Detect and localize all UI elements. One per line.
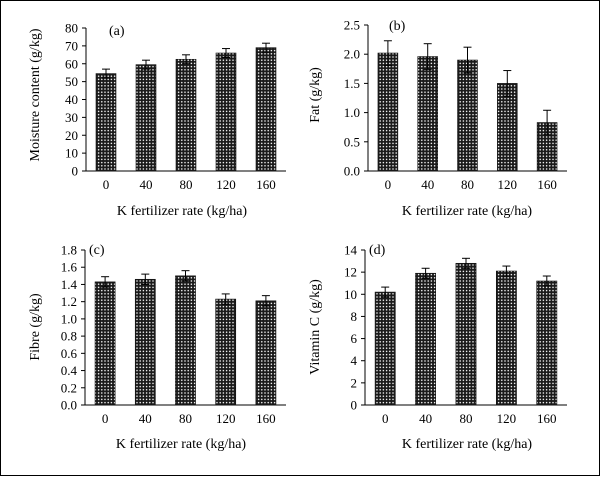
bar bbox=[536, 280, 558, 406]
x-tick-label: 0 bbox=[385, 177, 392, 192]
panel-a: (a) K fertilizer rate (kg/ha) Moisture c… bbox=[28, 21, 286, 219]
y-tick-label: 2 bbox=[351, 375, 358, 390]
y-axis-title: Fibre (g/kg) bbox=[28, 293, 43, 361]
x-tick-label: 160 bbox=[256, 177, 276, 192]
x-tick-label: 80 bbox=[461, 177, 474, 192]
y-tick-label: 2.0 bbox=[344, 47, 360, 62]
x-tick-label: 80 bbox=[460, 411, 473, 426]
y-tick-label: 20 bbox=[65, 128, 78, 143]
y-axis-title: Fat (g/kg) bbox=[308, 67, 323, 123]
bar bbox=[255, 300, 277, 406]
x-tick-label: 40 bbox=[419, 411, 432, 426]
y-tick-label: 60 bbox=[65, 56, 78, 71]
y-tick-label: 80 bbox=[65, 21, 78, 36]
y-tick-label: 4 bbox=[351, 353, 358, 368]
panel-label: (a) bbox=[109, 24, 125, 39]
x-tick-label: 120 bbox=[497, 411, 517, 426]
bar bbox=[215, 52, 237, 172]
panel-label: (c) bbox=[89, 243, 105, 258]
y-tick-label: 1.0 bbox=[344, 105, 360, 120]
y-tick-label: 0.0 bbox=[344, 164, 360, 179]
y-tick-label: 30 bbox=[65, 110, 78, 125]
bar bbox=[94, 281, 116, 406]
x-axis-title: K fertilizer rate (kg/ha) bbox=[402, 437, 533, 452]
x-tick-label: 40 bbox=[140, 177, 153, 192]
x-tick-label: 0 bbox=[382, 411, 389, 426]
y-tick-label: 8 bbox=[351, 309, 358, 324]
y-axis-title: Vitamin C (g/kg) bbox=[308, 279, 323, 375]
x-tick-label: 80 bbox=[179, 411, 192, 426]
x-tick-label: 120 bbox=[216, 411, 236, 426]
panel-label: (d) bbox=[369, 243, 386, 258]
y-axis-title: Moisture content (g/kg) bbox=[28, 28, 43, 161]
bar bbox=[95, 73, 117, 172]
x-tick-label: 160 bbox=[537, 177, 557, 192]
x-tick-label: 0 bbox=[102, 411, 109, 426]
x-tick-label: 120 bbox=[498, 177, 518, 192]
x-tick-label: 120 bbox=[216, 177, 236, 192]
y-tick-label: 0 bbox=[351, 398, 358, 413]
panel-b: (b) K fertilizer rate (kg/ha) Fat (g/kg)… bbox=[308, 18, 567, 219]
x-tick-label: 80 bbox=[180, 177, 193, 192]
y-tick-label: 10 bbox=[344, 287, 357, 302]
y-tick-label: 14 bbox=[344, 243, 358, 258]
x-axis-title: K fertilizer rate (kg/ha) bbox=[402, 204, 533, 219]
bar bbox=[255, 47, 277, 172]
bar bbox=[455, 262, 477, 406]
y-tick-label: 1.6 bbox=[61, 260, 78, 275]
y-tick-label: 1.4 bbox=[61, 277, 78, 292]
y-tick-label: 12 bbox=[344, 265, 357, 280]
panel-d: (d) K fertilizer rate (kg/ha) Vitamin C … bbox=[308, 243, 567, 452]
bar bbox=[135, 64, 157, 172]
y-tick-label: 1.8 bbox=[61, 243, 77, 258]
panel-c: (c) K fertilizer rate (kg/ha) Fibre (g/k… bbox=[28, 243, 286, 452]
y-tick-label: 0.6 bbox=[61, 346, 78, 361]
bar bbox=[417, 56, 438, 172]
bar bbox=[495, 270, 517, 406]
y-tick-label: 10 bbox=[65, 146, 78, 161]
x-axis-title: K fertilizer rate (kg/ha) bbox=[117, 204, 248, 219]
bar bbox=[374, 291, 396, 406]
x-tick-label: 40 bbox=[139, 411, 152, 426]
bar bbox=[175, 58, 197, 172]
y-tick-label: 1.0 bbox=[61, 311, 77, 326]
y-tick-label: 0.8 bbox=[61, 329, 77, 344]
bar bbox=[175, 275, 196, 406]
y-tick-label: 6 bbox=[351, 331, 358, 346]
bar bbox=[377, 52, 399, 172]
y-tick-label: 0.5 bbox=[344, 134, 360, 149]
x-tick-label: 0 bbox=[103, 177, 110, 192]
y-tick-label: 0.0 bbox=[61, 398, 77, 413]
bar bbox=[134, 278, 156, 406]
y-tick-label: 0 bbox=[72, 164, 79, 179]
y-tick-label: 1.5 bbox=[344, 76, 360, 91]
y-tick-label: 0.4 bbox=[61, 363, 78, 378]
y-tick-label: 0.2 bbox=[61, 380, 77, 395]
y-tick-label: 1.2 bbox=[61, 294, 77, 309]
x-axis-title: K fertilizer rate (kg/ha) bbox=[116, 437, 247, 452]
y-tick-label: 2.5 bbox=[344, 18, 360, 33]
y-tick-label: 50 bbox=[65, 74, 78, 89]
y-tick-label: 70 bbox=[65, 38, 78, 53]
y-tick-label: 40 bbox=[65, 92, 78, 107]
bar bbox=[415, 272, 437, 406]
x-tick-label: 160 bbox=[537, 411, 557, 426]
bar bbox=[457, 59, 478, 172]
bar bbox=[215, 298, 237, 406]
x-tick-label: 160 bbox=[256, 411, 276, 426]
x-tick-label: 40 bbox=[421, 177, 434, 192]
panel-label: (b) bbox=[389, 19, 406, 34]
